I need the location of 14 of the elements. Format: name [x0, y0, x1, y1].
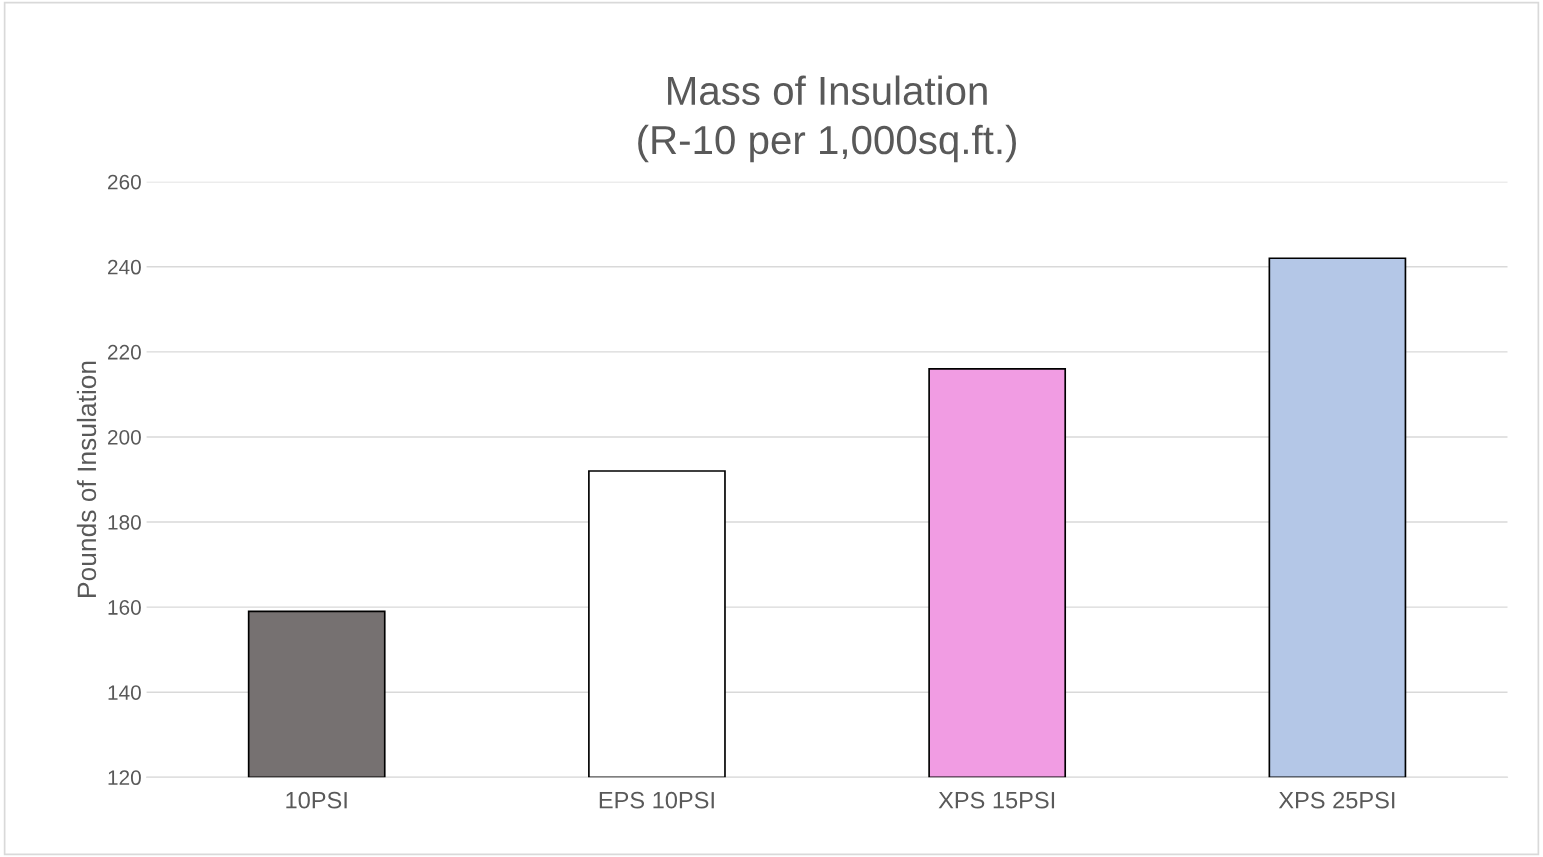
y-tick-label: 260 — [108, 174, 141, 190]
y-axis-title: Pounds of Insulation — [76, 361, 97, 597]
x-tick-label: XPS 15PSI — [938, 791, 1055, 809]
y-tick-label: 160 — [108, 600, 141, 615]
y-tick-label: 200 — [108, 429, 141, 445]
y-tick-label: 120 — [108, 770, 141, 786]
y-tick-label: 140 — [108, 685, 141, 700]
x-tick-label: EPS 10PSI — [599, 791, 714, 809]
x-tick-label: XPS 25PSI — [1278, 791, 1395, 809]
y-tick-label: 180 — [108, 515, 141, 530]
x-tick-label: 10PSI — [286, 791, 347, 809]
y-tick-label: 220 — [108, 344, 141, 360]
y-tick-label: 240 — [108, 259, 141, 275]
chart-title: Mass of Insulation (R-10 per 1,000sq.ft.) — [638, 75, 1016, 163]
